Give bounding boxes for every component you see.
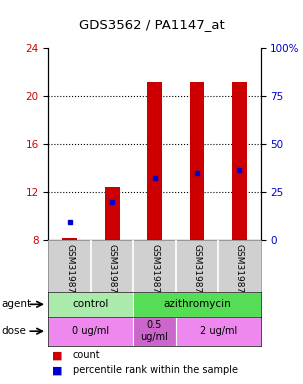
Bar — [190, 82, 204, 240]
Bar — [176, 317, 261, 346]
Bar — [232, 82, 247, 240]
Text: GSM319875: GSM319875 — [150, 244, 159, 299]
Text: GSM319878: GSM319878 — [235, 244, 244, 299]
Text: GSM319874: GSM319874 — [65, 244, 74, 299]
Text: count: count — [73, 350, 100, 360]
Text: control: control — [73, 299, 109, 310]
Bar — [48, 292, 133, 317]
Text: GDS3562 / PA1147_at: GDS3562 / PA1147_at — [78, 18, 225, 31]
Text: percentile rank within the sample: percentile rank within the sample — [73, 366, 238, 376]
Text: GSM319876: GSM319876 — [192, 244, 201, 299]
Text: azithromycin: azithromycin — [163, 299, 231, 310]
Text: ■: ■ — [52, 350, 62, 360]
Bar — [48, 317, 133, 346]
Bar — [105, 187, 119, 240]
Bar — [133, 317, 176, 346]
Text: agent: agent — [2, 299, 32, 310]
Bar — [147, 82, 162, 240]
Text: 0.5
ug/ml: 0.5 ug/ml — [141, 320, 168, 342]
Text: ■: ■ — [52, 366, 62, 376]
Text: 0 ug/ml: 0 ug/ml — [72, 326, 109, 336]
Text: 2 ug/ml: 2 ug/ml — [200, 326, 237, 336]
Bar — [62, 238, 77, 240]
Text: dose: dose — [2, 326, 26, 336]
Text: GSM319877: GSM319877 — [108, 244, 117, 299]
Bar — [133, 292, 261, 317]
